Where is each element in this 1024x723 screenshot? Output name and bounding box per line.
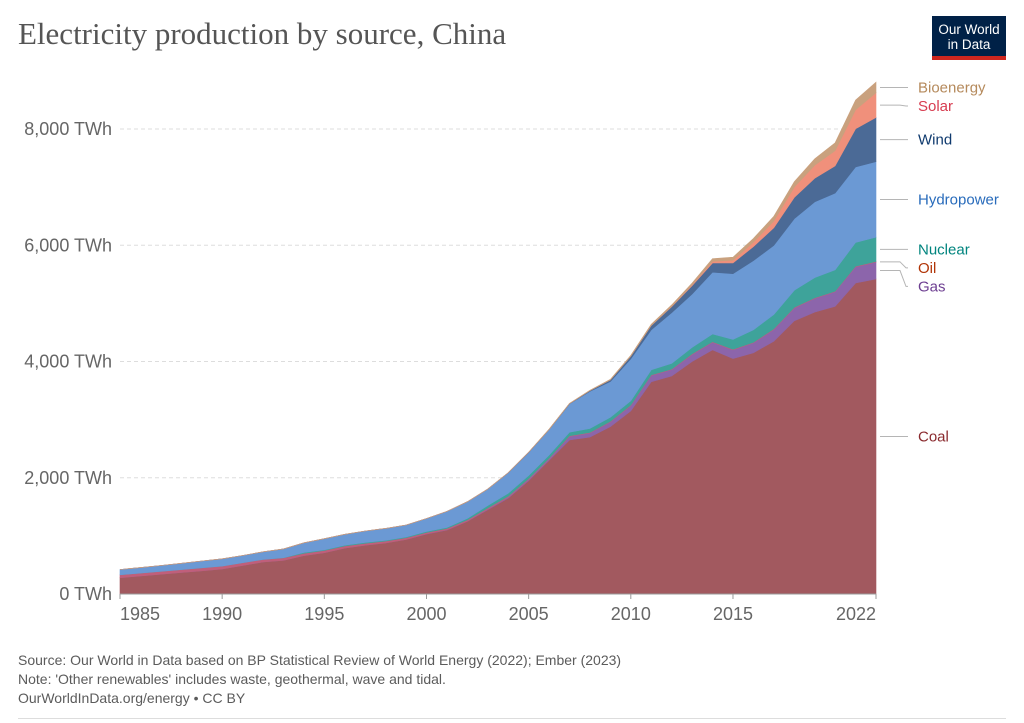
bottom-divider [18, 718, 1006, 719]
x-tick-label: 1990 [202, 604, 242, 624]
x-tick-label: 2015 [713, 604, 753, 624]
label-leader-line [880, 270, 908, 287]
series-label-gas: Gas [918, 278, 946, 295]
owid-logo[interactable]: Our World in Data [932, 16, 1006, 60]
y-tick-label: 0 TWh [59, 584, 112, 604]
y-tick-label: 8,000 TWh [24, 119, 112, 139]
credit-link[interactable]: OurWorldInData.org/energy • CC BY [18, 690, 246, 706]
series-labels: Bioenergy Solar Wind Hydropower Nuclear OilGa… [880, 79, 999, 445]
series-label-oil: Oil [918, 260, 936, 277]
y-tick-label: 6,000 TWh [24, 235, 112, 255]
x-tick-label: 1985 [120, 604, 160, 624]
logo-line-2: in Data [947, 37, 991, 52]
y-tick-label: 4,000 TWh [24, 352, 112, 372]
x-axis: 1985 1990 1995 2000 2005 2010 2015 2022 [119, 593, 877, 624]
series-label-coal: Coal [918, 428, 949, 445]
label-leader-line [880, 104, 908, 107]
definition-note: Note: 'Other renewables' includes waste,… [18, 671, 446, 687]
area-chart: 0 TWh 2,000 TWh 4,000 TWh 6,000 TWh 8,000 TW… [24, 79, 999, 624]
logo-line-1: Our World [938, 22, 1000, 37]
x-tick-label: 1995 [304, 604, 344, 624]
series-label-bioenergy: Bioenergy [918, 79, 986, 96]
series-label-hydropower: Hydropower [918, 191, 999, 208]
x-tick-label: 2022 [836, 604, 876, 624]
source-note: Source: Our World in Data based on BP St… [18, 652, 622, 668]
stacked-areas [119, 81, 877, 595]
x-tick-label: 2010 [611, 604, 651, 624]
x-tick-label: 2005 [509, 604, 549, 624]
x-tick-label: 2000 [406, 604, 446, 624]
chart-title: Electricity production by source, China [18, 16, 507, 51]
y-tick-label: 2,000 TWh [24, 468, 112, 488]
series-label-nuclear: Nuclear [918, 241, 970, 258]
series-label-solar: Solar [918, 98, 953, 115]
y-axis-ticks: 0 TWh 2,000 TWh 4,000 TWh 6,000 TWh 8,000 TW… [24, 119, 112, 604]
label-leader-line [880, 261, 908, 269]
series-label-wind: Wind [918, 132, 952, 149]
area-bioenergy[interactable] [119, 81, 877, 570]
